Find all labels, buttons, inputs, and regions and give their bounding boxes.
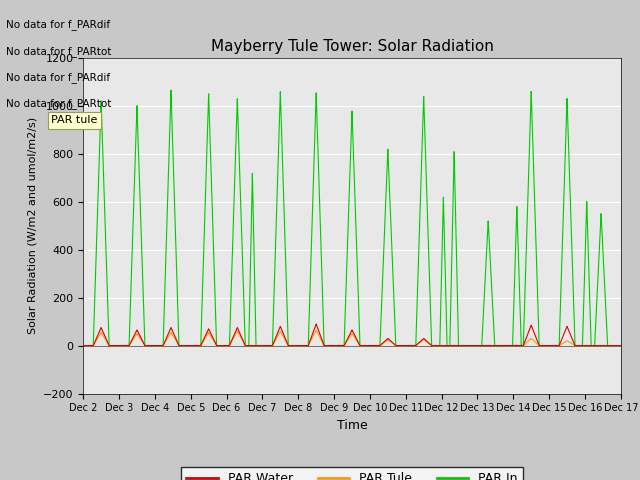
Text: PAR tule: PAR tule xyxy=(51,115,97,125)
X-axis label: Time: Time xyxy=(337,419,367,432)
Legend: PAR Water, PAR Tule, PAR In: PAR Water, PAR Tule, PAR In xyxy=(181,467,523,480)
Title: Mayberry Tule Tower: Solar Radiation: Mayberry Tule Tower: Solar Radiation xyxy=(211,39,493,54)
Text: No data for f_PARdif: No data for f_PARdif xyxy=(6,72,111,83)
Y-axis label: Solar Radiation (W/m2 and umol/m2/s): Solar Radiation (W/m2 and umol/m2/s) xyxy=(28,117,37,334)
Text: No data for f_PARtot: No data for f_PARtot xyxy=(6,98,112,109)
Text: No data for f_PARdif: No data for f_PARdif xyxy=(6,19,111,30)
Text: No data for f_PARtot: No data for f_PARtot xyxy=(6,46,112,57)
